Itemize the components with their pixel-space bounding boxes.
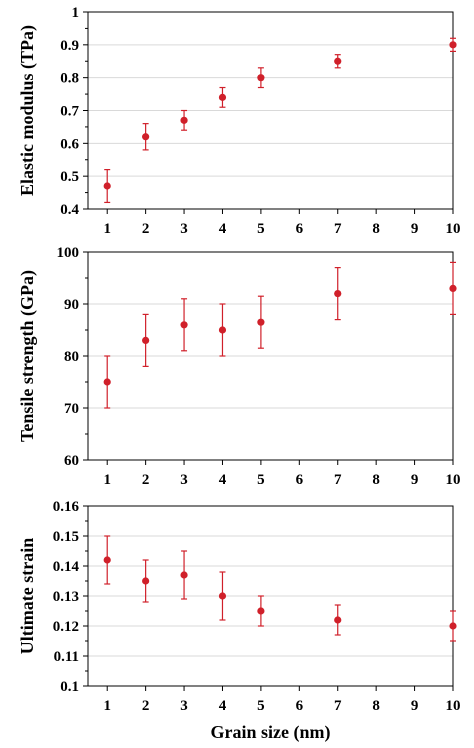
x-tick-label: 4 bbox=[219, 221, 227, 237]
data-point bbox=[218, 326, 227, 334]
x-tick-label: 2 bbox=[142, 472, 150, 488]
data-point bbox=[257, 74, 265, 82]
data-point bbox=[449, 622, 457, 630]
y-tick-label: 0.5 bbox=[60, 169, 79, 185]
plot-frame bbox=[87, 11, 454, 210]
x-tick-label: 2 bbox=[142, 221, 150, 237]
data-point bbox=[142, 577, 150, 585]
x-tick-label: 4 bbox=[219, 472, 227, 488]
plot-frame bbox=[87, 251, 454, 461]
y-tick-label: 0.8 bbox=[60, 71, 79, 87]
x-tick-label: 6 bbox=[296, 472, 304, 488]
y-tick-label: 0.14 bbox=[53, 559, 80, 575]
x-tick-label: 5 bbox=[257, 472, 265, 488]
data-point bbox=[180, 116, 188, 124]
plot-frame bbox=[87, 505, 454, 687]
y-axis-label: Tensile strength (GPa) bbox=[17, 270, 38, 442]
panel-2: 60 70 80 90 100 1 2 3 4 5 6 7 8 9 10 Tensile strength (… bbox=[17, 245, 461, 488]
y-axis-label: Elastic modulus (TPa) bbox=[17, 25, 38, 196]
x-tick-label: 3 bbox=[180, 698, 188, 714]
x-tick-label: 10 bbox=[446, 221, 461, 237]
panel-1: 0.4 0.5 0.6 0.7 0.8 0.9 1 1 2 3 4 5 6 7 8 9 10 Elastic mo… bbox=[17, 5, 461, 237]
x-tick-label: 9 bbox=[411, 221, 419, 237]
x-tick-label: 10 bbox=[446, 698, 461, 714]
x-tick-label: 10 bbox=[446, 472, 461, 488]
y-tick-label: 0.7 bbox=[60, 104, 79, 120]
x-tick-label: 1 bbox=[103, 698, 111, 714]
data-point bbox=[449, 284, 457, 292]
panel-3: 0.1 0.11 0.12 0.13 0.14 0.15 0.16 1 2 3 4 5 6 7 8 9 10 Ul… bbox=[17, 499, 461, 743]
y-tick-label: 1 bbox=[72, 5, 80, 21]
y-tick-label: 90 bbox=[64, 297, 79, 313]
data-point bbox=[180, 321, 188, 329]
y-tick-label: 0.13 bbox=[53, 589, 79, 605]
y-tick-label: 60 bbox=[64, 453, 79, 469]
y-tick-label: 0.15 bbox=[53, 529, 79, 545]
x-tick-label: 7 bbox=[334, 698, 342, 714]
y-tick-label: 0.1 bbox=[60, 679, 79, 695]
x-axis-label: Grain size (nm) bbox=[211, 722, 331, 743]
x-tick-label: 1 bbox=[103, 221, 111, 237]
y-axis-label: Ultimate strain bbox=[17, 538, 37, 654]
data-point bbox=[103, 378, 111, 386]
x-tick-label: 7 bbox=[334, 221, 342, 237]
x-tick-label: 9 bbox=[411, 698, 419, 714]
data-point bbox=[180, 571, 188, 579]
data-point bbox=[449, 41, 457, 49]
x-tick-label: 5 bbox=[257, 698, 265, 714]
x-tick-label: 1 bbox=[103, 472, 111, 488]
y-tick-label: 0.4 bbox=[60, 202, 79, 218]
data-point bbox=[257, 607, 265, 615]
data-point bbox=[103, 556, 111, 564]
data-point bbox=[142, 336, 150, 344]
data-point bbox=[103, 182, 111, 190]
x-tick-label: 6 bbox=[296, 221, 304, 237]
y-tick-label: 0.11 bbox=[54, 649, 79, 665]
x-tick-label: 2 bbox=[142, 698, 150, 714]
y-tick-label: 70 bbox=[64, 401, 79, 417]
x-tick-label: 9 bbox=[411, 472, 419, 488]
data-point bbox=[257, 318, 265, 326]
x-tick-label: 3 bbox=[180, 221, 188, 237]
y-tick-label: 0.9 bbox=[60, 38, 79, 54]
data-point bbox=[334, 616, 342, 624]
x-tick-label: 8 bbox=[372, 472, 380, 488]
y-tick-label: 0.6 bbox=[60, 136, 79, 152]
y-tick-label: 0.16 bbox=[53, 499, 80, 515]
x-tick-label: 6 bbox=[296, 698, 304, 714]
data-point bbox=[334, 290, 342, 298]
data-point bbox=[334, 57, 342, 65]
y-tick-label: 0.12 bbox=[53, 619, 79, 635]
data-point bbox=[142, 133, 150, 141]
y-tick-label: 80 bbox=[64, 349, 79, 365]
x-tick-label: 8 bbox=[372, 221, 380, 237]
x-tick-label: 7 bbox=[334, 472, 342, 488]
x-tick-label: 3 bbox=[180, 472, 188, 488]
x-tick-label: 4 bbox=[219, 698, 227, 714]
x-tick-label: 8 bbox=[372, 698, 380, 714]
data-point bbox=[218, 592, 227, 600]
data-point bbox=[218, 93, 227, 101]
y-tick-label: 100 bbox=[57, 245, 80, 261]
x-tick-label: 5 bbox=[257, 221, 265, 237]
